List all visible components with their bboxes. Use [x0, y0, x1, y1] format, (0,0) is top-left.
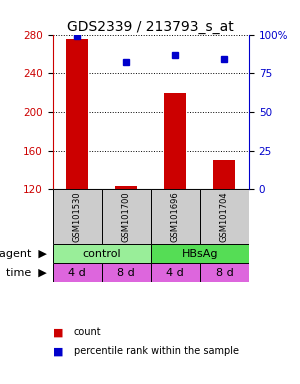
Text: GSM101700: GSM101700 — [122, 192, 131, 242]
Bar — [151, 263, 200, 282]
Bar — [52, 263, 102, 282]
Bar — [151, 244, 249, 263]
Bar — [115, 187, 137, 189]
Title: GDS2339 / 213793_s_at: GDS2339 / 213793_s_at — [68, 20, 234, 33]
Text: percentile rank within the sample: percentile rank within the sample — [74, 346, 238, 356]
Text: GSM101696: GSM101696 — [171, 192, 180, 242]
Bar — [66, 40, 88, 189]
Bar — [102, 263, 151, 282]
Text: 4 d: 4 d — [167, 268, 184, 278]
Bar — [200, 189, 249, 244]
Bar — [52, 244, 151, 263]
Text: control: control — [82, 249, 121, 259]
Text: agent  ▶: agent ▶ — [0, 249, 46, 259]
Text: ■: ■ — [52, 346, 63, 356]
Text: ■: ■ — [52, 327, 63, 337]
Bar — [151, 189, 200, 244]
Text: count: count — [74, 327, 101, 337]
Text: HBsAg: HBsAg — [182, 249, 218, 259]
Text: 8 d: 8 d — [117, 268, 135, 278]
Text: GSM101704: GSM101704 — [220, 192, 229, 242]
Bar — [52, 189, 102, 244]
Text: time  ▶: time ▶ — [6, 268, 47, 278]
Text: GSM101530: GSM101530 — [73, 192, 82, 242]
Bar — [102, 189, 151, 244]
Bar — [164, 93, 186, 189]
Text: 8 d: 8 d — [216, 268, 233, 278]
Text: 4 d: 4 d — [68, 268, 86, 278]
Bar — [213, 161, 236, 189]
Bar — [200, 263, 249, 282]
